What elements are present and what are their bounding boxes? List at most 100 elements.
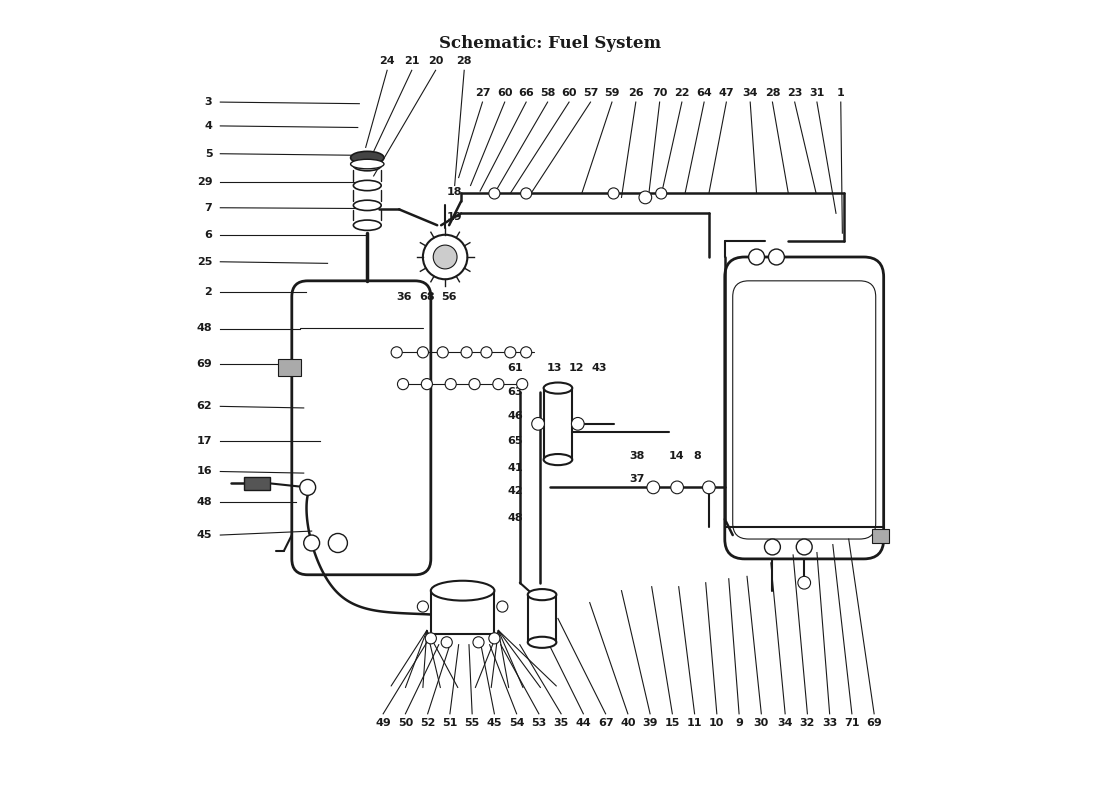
Text: 18: 18: [447, 187, 462, 197]
Text: 45: 45: [197, 530, 212, 540]
Text: 17: 17: [197, 436, 212, 446]
Circle shape: [769, 249, 784, 265]
Circle shape: [446, 378, 456, 390]
Circle shape: [473, 637, 484, 648]
Text: 59: 59: [604, 88, 619, 98]
Text: 42: 42: [507, 486, 522, 496]
Text: 16: 16: [197, 466, 212, 477]
Text: 45: 45: [486, 718, 502, 728]
Circle shape: [392, 346, 403, 358]
Ellipse shape: [351, 151, 384, 164]
Circle shape: [749, 249, 764, 265]
Text: 7: 7: [205, 202, 212, 213]
Circle shape: [417, 601, 429, 612]
Text: 32: 32: [800, 718, 815, 728]
Text: 21: 21: [404, 56, 419, 66]
Text: 71: 71: [844, 718, 859, 728]
Circle shape: [608, 188, 619, 199]
Text: 5: 5: [205, 149, 212, 158]
Text: 67: 67: [597, 718, 614, 728]
Circle shape: [469, 378, 480, 390]
Circle shape: [488, 633, 499, 644]
Ellipse shape: [543, 382, 572, 394]
Circle shape: [461, 346, 472, 358]
Circle shape: [505, 346, 516, 358]
Text: 66: 66: [518, 88, 534, 98]
Bar: [871, 529, 889, 543]
Ellipse shape: [431, 581, 494, 601]
Text: 11: 11: [686, 718, 702, 728]
Text: 41: 41: [507, 462, 522, 473]
Text: 58: 58: [540, 88, 556, 98]
Text: 48: 48: [197, 323, 212, 334]
Text: 13: 13: [547, 363, 562, 374]
Text: 65: 65: [507, 436, 522, 446]
Text: 12: 12: [569, 363, 584, 374]
Text: 61: 61: [507, 363, 522, 374]
Text: 69: 69: [197, 359, 212, 370]
Text: 3: 3: [205, 97, 212, 107]
Text: 8: 8: [693, 450, 701, 461]
Text: 9: 9: [735, 718, 743, 728]
Text: 34: 34: [742, 88, 758, 98]
Circle shape: [647, 481, 660, 494]
Text: 37: 37: [629, 474, 645, 485]
Circle shape: [520, 346, 531, 358]
Text: 23: 23: [786, 88, 802, 98]
Text: 63: 63: [507, 387, 522, 397]
Circle shape: [488, 188, 499, 199]
Circle shape: [531, 418, 544, 430]
Text: 44: 44: [575, 718, 591, 728]
Circle shape: [671, 481, 683, 494]
Text: 39: 39: [642, 718, 658, 728]
Bar: [244, 477, 271, 490]
Text: 70: 70: [652, 88, 668, 98]
Text: 25: 25: [197, 257, 212, 266]
Ellipse shape: [543, 454, 572, 465]
Text: 34: 34: [778, 718, 793, 728]
Bar: [543, 388, 572, 459]
Text: 69: 69: [867, 718, 882, 728]
Bar: [431, 590, 494, 634]
Bar: [528, 594, 557, 642]
Circle shape: [520, 188, 531, 199]
Circle shape: [437, 346, 449, 358]
Circle shape: [481, 346, 492, 358]
Text: 50: 50: [398, 718, 412, 728]
Text: 43: 43: [592, 363, 607, 374]
Text: 62: 62: [197, 402, 212, 411]
Text: 4: 4: [205, 121, 212, 131]
Text: 54: 54: [509, 718, 525, 728]
Circle shape: [300, 479, 316, 495]
Bar: [278, 358, 300, 376]
Text: 15: 15: [664, 718, 680, 728]
Text: 53: 53: [531, 718, 547, 728]
Ellipse shape: [353, 161, 382, 171]
Text: 10: 10: [710, 718, 725, 728]
Text: 68: 68: [419, 292, 435, 302]
Text: 52: 52: [420, 718, 436, 728]
Circle shape: [796, 539, 812, 555]
Text: 28: 28: [764, 88, 780, 98]
Text: 24: 24: [379, 56, 395, 66]
Text: 56: 56: [441, 292, 456, 302]
Text: 49: 49: [375, 718, 390, 728]
Circle shape: [517, 378, 528, 390]
Ellipse shape: [351, 159, 384, 169]
Text: 48: 48: [197, 497, 212, 506]
Text: 57: 57: [583, 88, 598, 98]
Text: 27: 27: [475, 88, 491, 98]
Text: 33: 33: [822, 718, 837, 728]
Circle shape: [441, 637, 452, 648]
Ellipse shape: [528, 637, 557, 648]
Text: 2: 2: [205, 287, 212, 297]
Text: 60: 60: [561, 88, 576, 98]
Text: 38: 38: [629, 450, 645, 461]
Text: 60: 60: [497, 88, 513, 98]
Circle shape: [703, 481, 715, 494]
Text: 19: 19: [447, 212, 462, 222]
Text: 46: 46: [507, 411, 522, 421]
Circle shape: [329, 534, 348, 553]
Ellipse shape: [353, 200, 382, 210]
Circle shape: [417, 346, 429, 358]
